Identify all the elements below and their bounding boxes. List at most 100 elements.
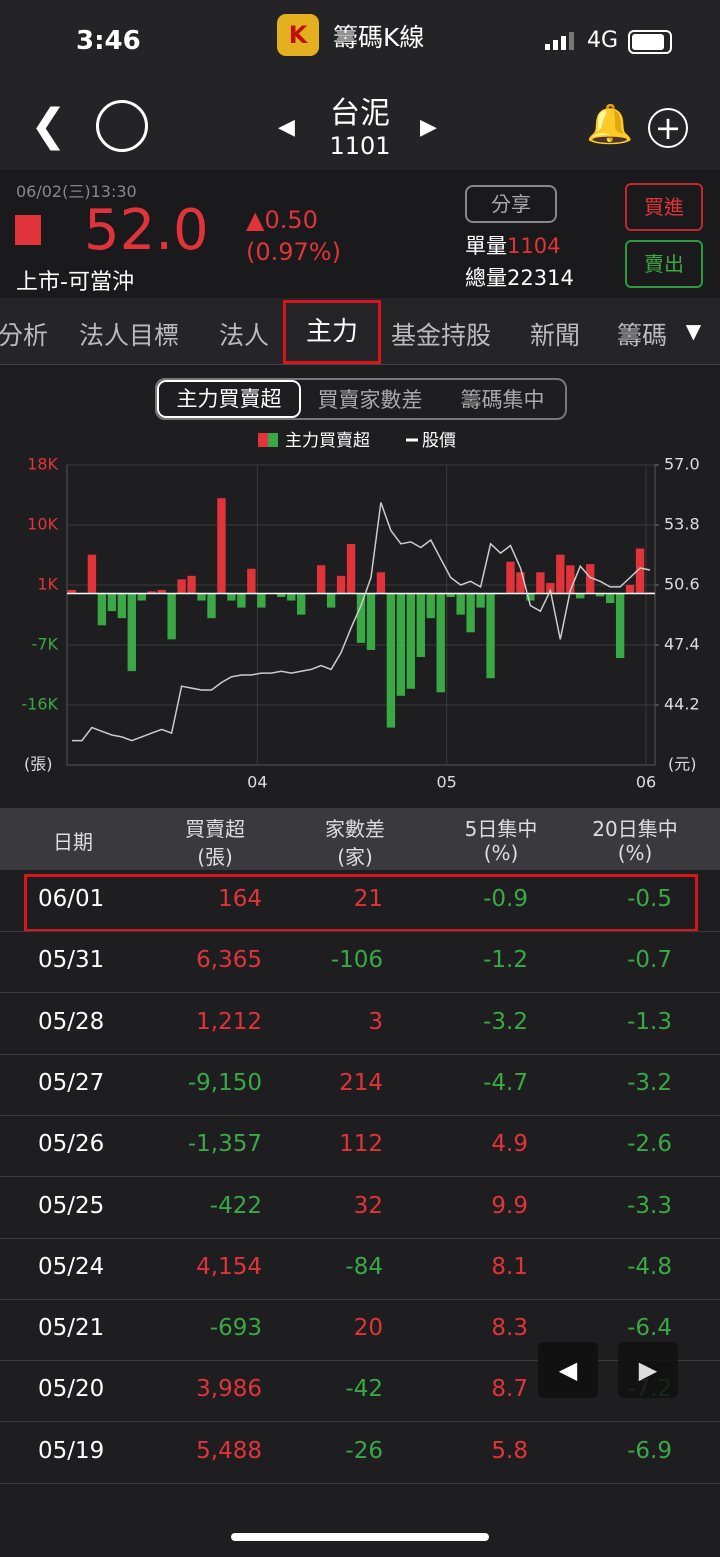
table-cell: -0.5 <box>627 886 672 912</box>
legend-swatch <box>268 433 278 447</box>
change-pct: (0.97%) <box>246 238 341 266</box>
table-cell: 1,212 <box>196 1008 262 1035</box>
bar <box>386 593 396 728</box>
table-header-cell: 20日集中 <box>592 817 678 841</box>
row-divider <box>0 931 720 932</box>
x-tick-label: 05 <box>437 773 457 792</box>
bar <box>476 593 485 608</box>
total-volume: 22314 <box>507 266 574 290</box>
tab[interactable]: 分析 <box>0 321 49 350</box>
buy-button[interactable]: 買進 <box>625 183 703 231</box>
stock-name: 台泥 <box>330 96 390 131</box>
bar <box>596 593 605 597</box>
signal-icon <box>545 32 577 50</box>
table-cell: 8.1 <box>491 1253 528 1280</box>
add-button[interactable]: + <box>648 108 688 148</box>
y-tick-label: -16K <box>21 695 58 714</box>
table-cell: 214 <box>339 1069 383 1096</box>
y-tick-label: 10K <box>27 515 58 534</box>
row-divider <box>0 1114 720 1116</box>
table-cell: 3 <box>368 1008 383 1035</box>
table-cell: 05/21 <box>38 1315 105 1342</box>
bar <box>506 561 515 594</box>
tab[interactable]: 法人 <box>219 321 270 350</box>
bar <box>257 593 266 608</box>
share-button[interactable]: 分享 <box>465 185 557 223</box>
bar <box>97 593 107 626</box>
bar <box>177 579 186 594</box>
table-header-cell: 買賣超 <box>185 817 245 841</box>
table-header <box>0 808 720 870</box>
subtab-active[interactable]: 主力買賣超 <box>157 380 301 418</box>
next-stock[interactable]: ▶ <box>420 115 437 140</box>
table-cell: -6.9 <box>627 1437 672 1464</box>
table-cell: -1,357 <box>187 1131 262 1158</box>
alert-button[interactable]: 🔔 <box>586 102 634 146</box>
legend-swatch <box>258 433 268 447</box>
bar <box>516 572 525 594</box>
price-line <box>72 502 651 742</box>
table-cell: 32 <box>353 1192 383 1219</box>
back-button[interactable]: ❮ <box>30 100 67 151</box>
table-cell: 05/19 <box>38 1437 105 1464</box>
bar <box>316 565 326 594</box>
bar <box>446 593 455 597</box>
table-header-cell: 日期 <box>53 830 93 854</box>
app-name: 籌碼K線 <box>333 23 425 52</box>
table-cell: -3.2 <box>627 1069 672 1096</box>
bar <box>117 593 126 619</box>
table-cell: 20 <box>353 1315 383 1342</box>
table-cell: 6,365 <box>196 947 262 974</box>
bar <box>546 582 555 594</box>
candle-icon <box>15 215 41 245</box>
y-tick-label: 1K <box>37 575 58 594</box>
page-next[interactable]: ▶ <box>618 1342 678 1398</box>
table-cell: 8.3 <box>491 1315 528 1342</box>
chart: 主力買賣超 股價 18K 10K 1K -7K -16K 57.0 53.8 50.6 47.4 44… <box>21 431 700 792</box>
tab[interactable]: 新聞 <box>530 321 581 350</box>
bar <box>247 568 256 594</box>
tab[interactable]: 基金持股 <box>391 321 492 350</box>
tab-menu[interactable]: ▼ <box>667 298 720 364</box>
table: 日期 買賣超 (張) 家數差 (家) 5日集中 (%) 20日集中 (%) 06/01 164 21-… <box>0 817 720 1484</box>
bar <box>536 572 545 594</box>
bar <box>167 593 176 640</box>
table-cell: -1.3 <box>627 1008 672 1035</box>
market: 上市-可當沖 <box>16 270 134 295</box>
tab-active[interactable]: 主力 <box>283 300 381 364</box>
quote-panel <box>0 170 720 298</box>
tab[interactable]: 法人目標 <box>79 321 180 350</box>
bar <box>436 593 445 693</box>
bar <box>217 498 226 594</box>
bar <box>556 554 565 594</box>
table-cell: 05/24 <box>38 1253 105 1280</box>
table-cell: 9.9 <box>491 1192 528 1219</box>
tab[interactable]: 籌碼 <box>617 321 667 350</box>
table-header-cell: 5日集中 <box>464 817 538 841</box>
page-prev[interactable]: ◀ <box>538 1342 598 1398</box>
bar <box>147 591 156 594</box>
table-cell: 05/27 <box>38 1069 105 1096</box>
sell-button[interactable]: 賣出 <box>625 240 703 288</box>
table-cell: 05/31 <box>38 947 105 974</box>
home-indicator <box>231 1533 489 1541</box>
subtab[interactable]: 買賣家數差 <box>317 388 423 412</box>
y2-tick-label: 50.6 <box>664 575 700 594</box>
bar <box>625 584 635 594</box>
subtab-bar <box>155 378 567 420</box>
track-button[interactable] <box>96 100 148 152</box>
bar <box>326 593 336 608</box>
prev-stock[interactable]: ◀ <box>278 115 295 140</box>
subtab[interactable]: 籌碼集中 <box>460 388 545 412</box>
table-cell: 05/25 <box>38 1192 105 1219</box>
bar <box>466 593 475 633</box>
bar <box>336 575 346 594</box>
table-cell: -0.9 <box>483 886 528 912</box>
table-cell: 8.7 <box>491 1376 528 1403</box>
bar <box>67 589 77 594</box>
table-cell: -42 <box>345 1376 383 1403</box>
bar <box>426 593 435 619</box>
table-cell: -422 <box>209 1192 262 1219</box>
table-cell: -6.4 <box>627 1315 672 1342</box>
